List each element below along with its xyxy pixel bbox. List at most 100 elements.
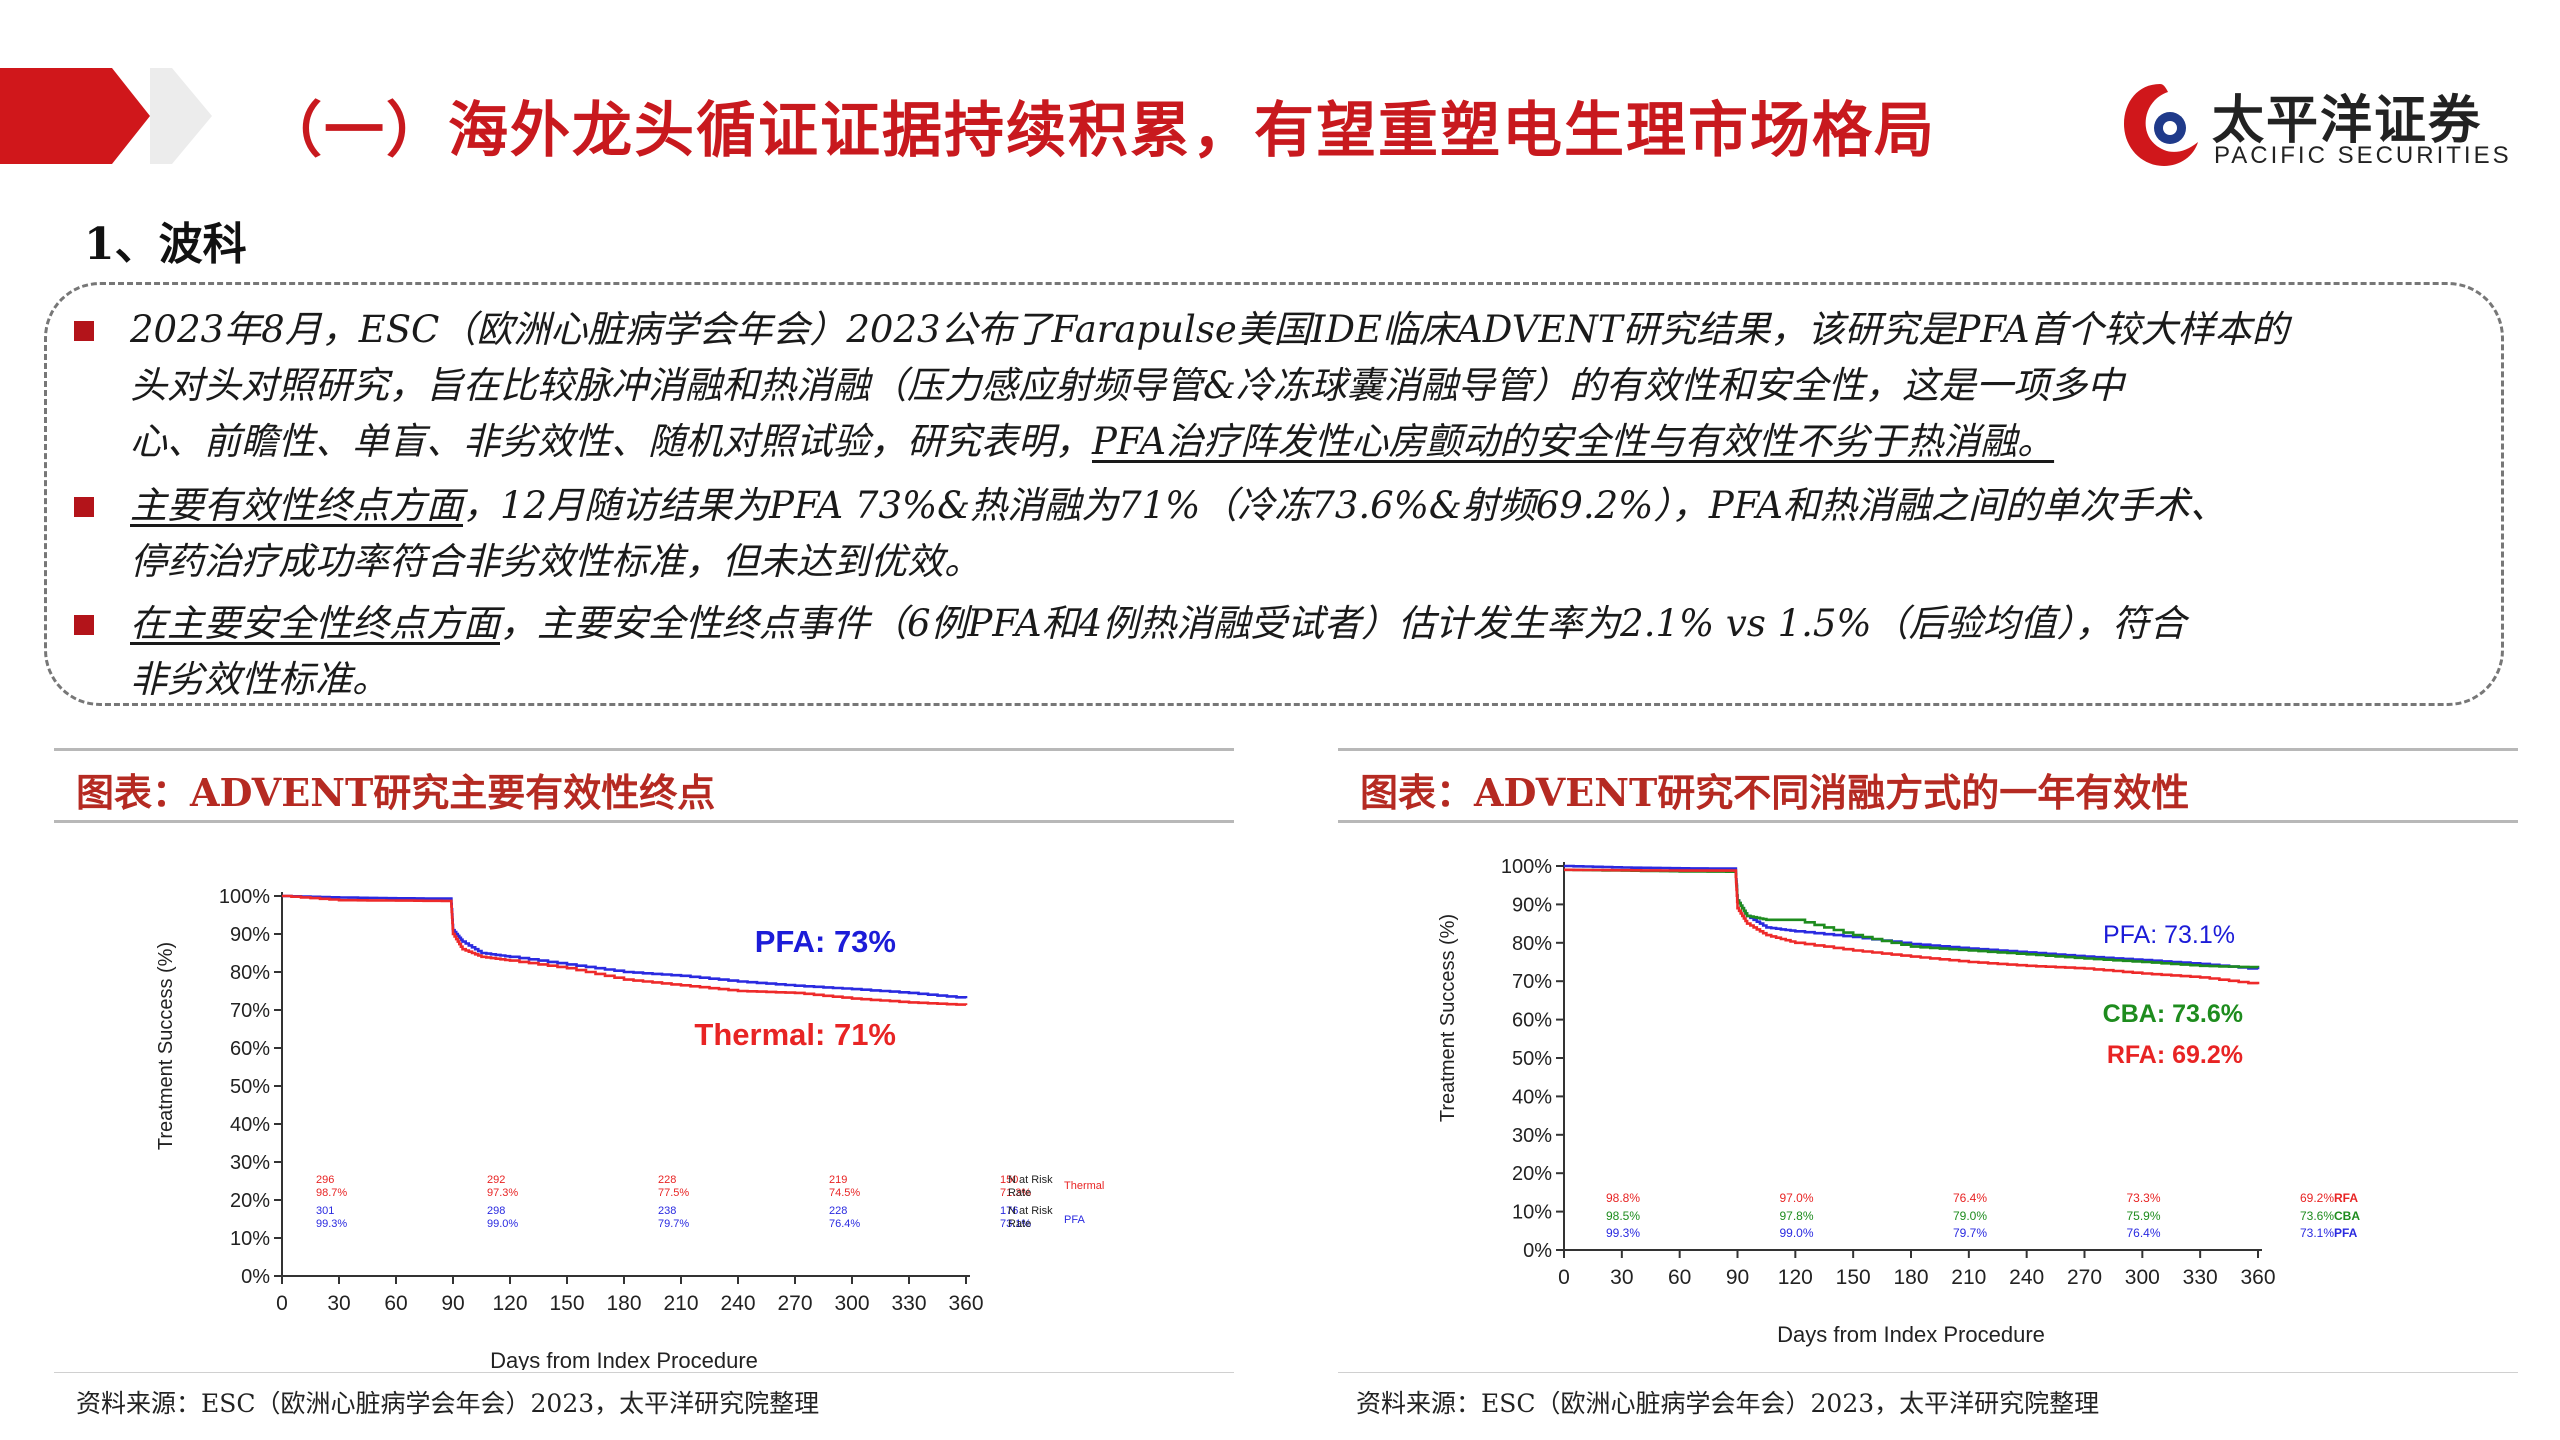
kaplan-meier-chart-by-modality: 0% 10% 20% 30% 40% 50% 60% 70% 80% 90% 100% 0 30 60 90… [1437, 856, 2360, 1347]
y-tick-label: 20% [230, 1190, 270, 1212]
risk-table-cell: 75.9% [2127, 1209, 2161, 1223]
figure-title-right: 图表：ADVENT研究不同消融方式的一年有效性 [1360, 770, 2190, 815]
figure-title-rule [1338, 820, 2518, 823]
y-tick-label: 20% [1512, 1163, 1552, 1185]
y-tick-label: 30% [1512, 1125, 1552, 1147]
risk-table-cell: 238 [658, 1205, 676, 1217]
x-axis-label: Days from Index Procedure [1777, 1322, 2045, 1347]
risk-table-cell: 296 [316, 1174, 334, 1186]
y-tick-label: 90% [1512, 894, 1552, 916]
x-tick-label: 150 [549, 1292, 584, 1315]
risk-table-cell: 292 [487, 1174, 505, 1186]
figure-title-left: 图表：ADVENT研究主要有效性终点 [76, 770, 716, 815]
logo-text-cn: 太平洋证券 [2212, 91, 2483, 151]
y-tick-label: 80% [230, 962, 270, 984]
bullet-line: 头对头对照研究，旨在比较脉冲消融和热消融（压力感应射频导管&冷冻球囊消融导管）的… [130, 364, 2124, 407]
x-tick-label: 0 [276, 1292, 288, 1315]
section-title: 1、波科 [84, 219, 247, 270]
company-logo: 太平洋证券 PACIFIC SECURITIES [2120, 78, 2520, 170]
risk-table-cell: 98.8% [1606, 1191, 1640, 1205]
annotation-pfa: PFA: 73% [755, 924, 896, 959]
x-tick-label: 120 [492, 1292, 527, 1315]
x-tick-label: 180 [1893, 1266, 1928, 1289]
x-tick-label: 300 [2125, 1266, 2160, 1289]
y-tick-label: 50% [1512, 1048, 1552, 1070]
y-tick-label: 0% [241, 1266, 270, 1288]
risk-table-cell: 79.7% [658, 1218, 689, 1230]
risk-table-cell: 77.5% [658, 1187, 689, 1199]
x-tick-label: 30 [1610, 1266, 1633, 1289]
x-tick-label: 360 [948, 1292, 983, 1315]
x-tick-label: 330 [891, 1292, 926, 1315]
bullet-lead: 在主要安全性终点方面 [130, 602, 500, 645]
annotation-thermal: Thermal: 71% [694, 1017, 896, 1052]
x-tick-label: 30 [327, 1292, 350, 1315]
x-tick-label: 360 [2240, 1266, 2275, 1289]
pacific-logo-icon [2124, 84, 2198, 166]
risk-table-cell: 99.3% [316, 1218, 347, 1230]
y-tick-label: 100% [219, 886, 270, 908]
figure-title-rule [54, 820, 1234, 823]
series-line-thermal [282, 894, 968, 1006]
y-tick-label: 50% [230, 1076, 270, 1098]
risk-table-cell: 74.5% [829, 1187, 860, 1199]
x-tick-label: 270 [777, 1292, 812, 1315]
risk-table-row-label: CBA [2334, 1209, 2360, 1223]
x-tick-label: 60 [384, 1292, 407, 1315]
risk-table-cell: 73.6% [2300, 1209, 2334, 1223]
risk-table-cell: 97.8% [1780, 1209, 1814, 1223]
summary-callout [44, 282, 2504, 706]
bullet-square-icon [74, 615, 94, 635]
y-tick-label: 60% [1512, 1010, 1552, 1032]
x-tick-label: 120 [1778, 1266, 1813, 1289]
y-tick-label: 60% [230, 1038, 270, 1060]
annotation-rfa: RFA: 69.2% [2107, 1041, 2243, 1069]
header-chevron [150, 68, 212, 164]
risk-table-cell: 76.4% [829, 1218, 860, 1230]
figure-bottom-rule [1338, 1372, 2518, 1373]
risk-table-cell: 176 [1000, 1205, 1018, 1217]
source-note-right: 资料来源：ESC（欧洲心脏病学会年会）2023，太平洋研究院整理 [1356, 1389, 2100, 1418]
y-axis-label: Treatment Success (%) [155, 942, 177, 1150]
risk-table-cell: 219 [829, 1174, 847, 1186]
risk-table-row-label: N at Risk [1008, 1205, 1053, 1217]
risk-table-group-label: PFA [1064, 1214, 1085, 1226]
y-tick-label: 10% [1512, 1202, 1552, 1224]
risk-table-cell: 301 [316, 1205, 334, 1217]
header-banner-bar [0, 68, 150, 164]
risk-table-cell: 228 [658, 1174, 676, 1186]
bullet-line: ，主要安全性终点事件（6例PFA和4例热消融受试者）估计发生率为2.1% vs … [500, 602, 2187, 645]
x-tick-label: 240 [720, 1292, 755, 1315]
bullet-line: 心、前瞻性、单盲、非劣效性、随机对照试验，研究表明， [130, 420, 1092, 463]
y-tick-label: 90% [230, 924, 270, 946]
annotation-cba: CBA: 73.6% [2103, 1000, 2243, 1028]
x-tick-label: 270 [2067, 1266, 2102, 1289]
risk-table-cell: 79.0% [1953, 1209, 1987, 1223]
bullet-efficacy: 主要有效性终点方面，12月随访结果为PFA 73%&热消融为71%（冷冻73.6… [74, 478, 2470, 590]
risk-table-row-label: Rate [1008, 1187, 1031, 1199]
risk-table-cell: 97.3% [487, 1187, 518, 1199]
x-axis-label: Days from Index Procedure [490, 1348, 758, 1370]
risk-table-cell: 97.0% [1780, 1191, 1814, 1205]
x-tick-label: 0 [1558, 1266, 1570, 1289]
risk-table-cell: 79.7% [1953, 1226, 1987, 1240]
x-tick-label: 210 [663, 1292, 698, 1315]
x-tick-label: 150 [1836, 1266, 1871, 1289]
x-tick-label: 240 [2009, 1266, 2044, 1289]
risk-table-cell: 228 [829, 1205, 847, 1217]
source-note-left: 资料来源：ESC（欧洲心脏病学会年会）2023，太平洋研究院整理 [76, 1389, 820, 1418]
bullet-line: ，12月随访结果为PFA 73%&热消融为71%（冷冻73.6%&射频69.2%… [463, 484, 2227, 527]
bullet-safety: 在主要安全性终点方面，主要安全性终点事件（6例PFA和4例热消融受试者）估计发生… [74, 596, 2470, 708]
bullet-lead: 主要有效性终点方面 [130, 484, 463, 527]
risk-table-cell: 98.7% [316, 1187, 347, 1199]
y-axis-label: Treatment Success (%) [1437, 914, 1459, 1122]
bullet-square-icon [74, 497, 94, 517]
risk-table-cell: 99.3% [1606, 1226, 1640, 1240]
risk-table-cell: 298 [487, 1205, 505, 1217]
figure-top-rule [1338, 748, 2518, 751]
y-tick-label: 0% [1523, 1240, 1552, 1262]
series-line-pfa [1564, 864, 2260, 970]
bullet-line: 停药治疗成功率符合非劣效性标准，但未达到优效。 [130, 540, 981, 583]
risk-table-cell: 150 [1000, 1174, 1018, 1186]
y-tick-label: 70% [1512, 971, 1552, 993]
